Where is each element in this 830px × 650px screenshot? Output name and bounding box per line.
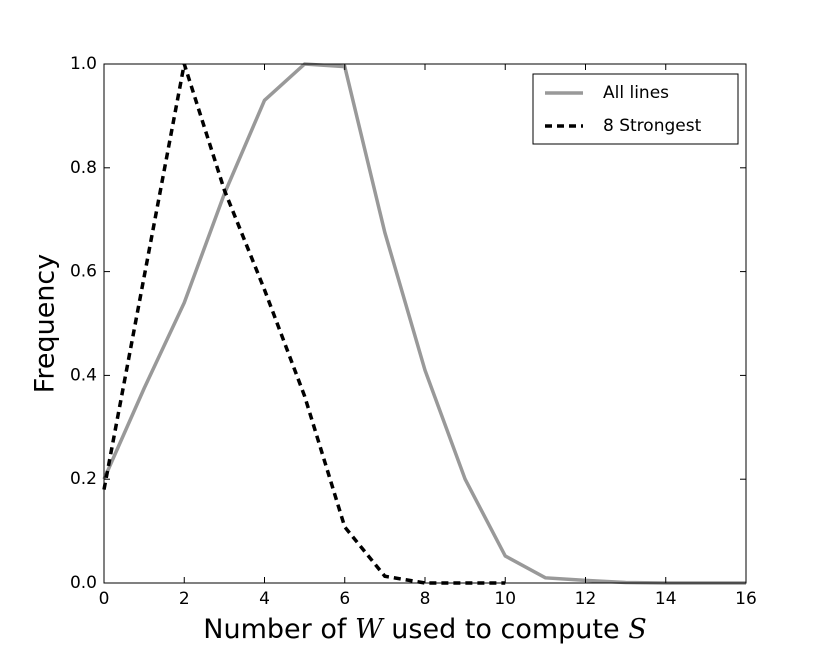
- legend-label: All lines: [603, 83, 669, 103]
- y-tick-label: 0.6: [70, 262, 97, 282]
- x-tick-label: 12: [575, 589, 597, 609]
- y-tick-label: 1.0: [70, 54, 97, 74]
- y-tick-label: 0.8: [70, 158, 97, 178]
- line-series: [102, 63, 506, 585]
- y-tick-label: 0.4: [70, 365, 97, 385]
- x-tick-label: 2: [179, 589, 190, 609]
- x-tick-label: 4: [259, 589, 270, 609]
- y-tick-label: 0.0: [70, 573, 97, 593]
- x-tick-label: 0: [99, 589, 110, 609]
- x-tick-label: 8: [420, 589, 431, 609]
- x-axis-label-part: used to compute: [383, 614, 628, 645]
- x-tick-label: 10: [494, 589, 516, 609]
- legend-box: [532, 73, 739, 145]
- y-tick-label: 0.2: [70, 469, 97, 489]
- legend-label: 8 Strongest: [603, 116, 702, 136]
- x-tick-label: 16: [735, 589, 757, 609]
- x-axis-label-part: Number of: [203, 614, 355, 645]
- x-axis-label-part: W: [355, 614, 385, 645]
- x-tick-label: 14: [655, 589, 677, 609]
- x-tick-label: 6: [339, 589, 350, 609]
- y-axis-label: Frequency: [30, 254, 61, 394]
- x-axis-label: Number of W used to compute S: [203, 614, 646, 645]
- x-axis-label-part: S: [628, 614, 647, 645]
